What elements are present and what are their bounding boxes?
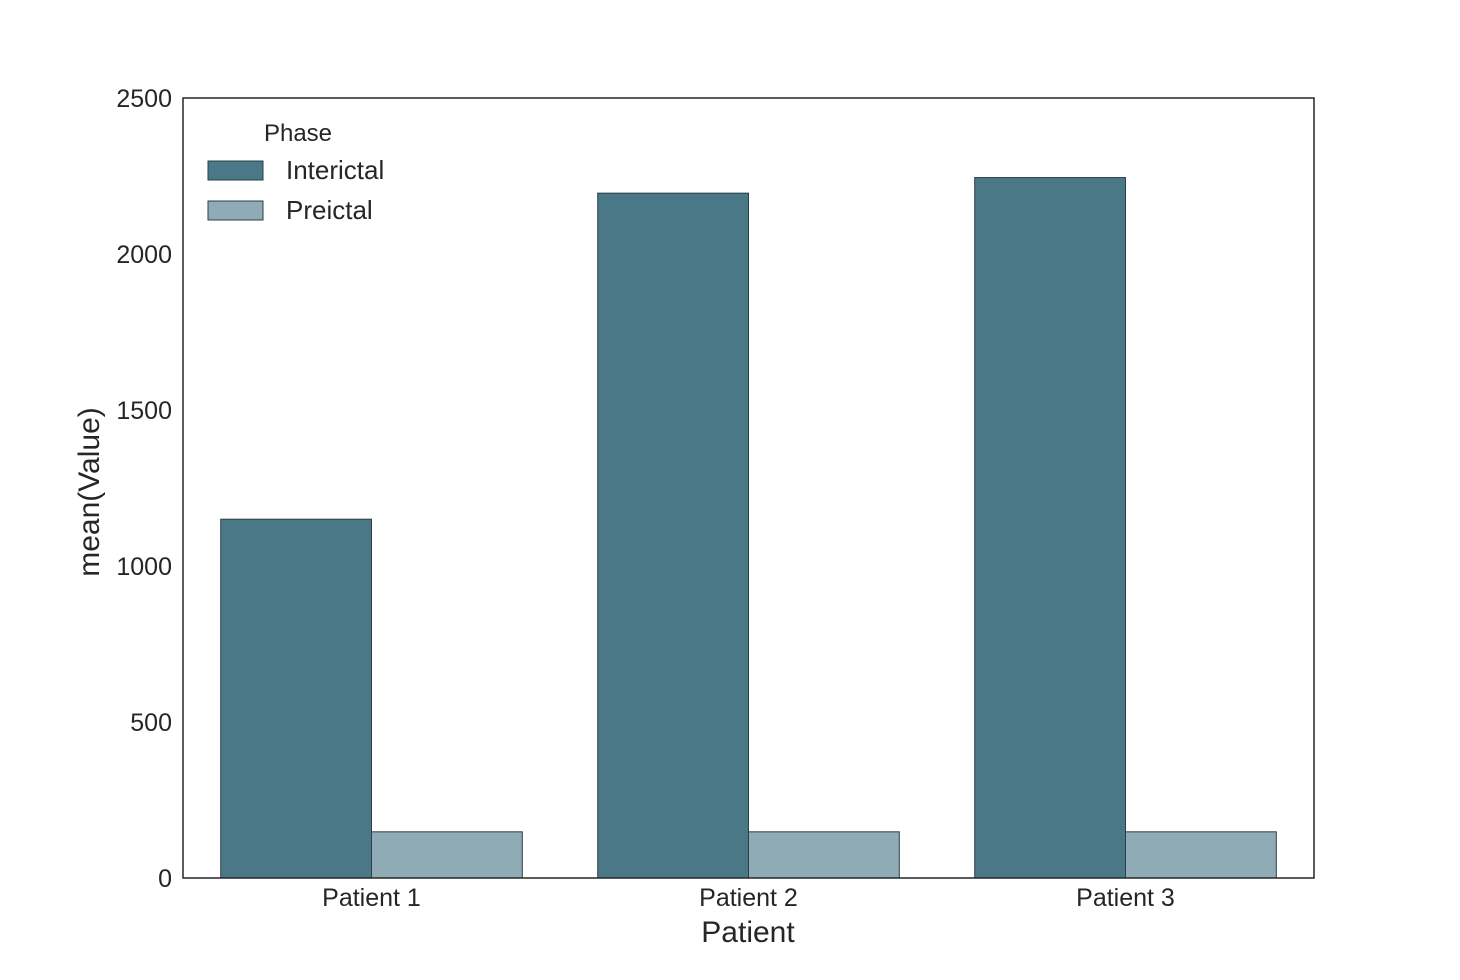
y-tick-label: 500: [130, 709, 172, 737]
legend: Phase Interictal Preictal: [207, 120, 384, 225]
legend-title: Phase: [264, 120, 332, 147]
legend-swatch-interictal: [207, 160, 264, 181]
y-tick-label: 2500: [116, 85, 172, 113]
bars-layer: [220, 177, 1277, 879]
bar-preictal-2: [748, 831, 900, 879]
legend-label-interictal: Interictal: [286, 155, 384, 185]
legend-label-preictal: Preictal: [286, 195, 373, 225]
y-axis-ticks: 0 500 1000 1500 2000 2500: [116, 85, 172, 893]
x-axis-title: Patient: [701, 916, 795, 949]
x-tick-label: Patient 2: [699, 884, 798, 912]
bar-interictal-3: [974, 177, 1127, 879]
bar-interictal-1: [220, 518, 372, 879]
x-tick-label: Patient 3: [1076, 884, 1175, 912]
y-tick-label: 2000: [116, 241, 172, 269]
legend-swatch-preictal: [207, 200, 264, 221]
bar-preictal-1: [371, 831, 523, 879]
y-axis-title: mean(Value): [73, 407, 106, 577]
legend-items: Interictal Preictal: [207, 155, 384, 225]
x-tick-label: Patient 1: [322, 884, 421, 912]
y-tick-label: 1000: [116, 553, 172, 581]
x-axis-ticks: Patient 1 Patient 2 Patient 3: [322, 884, 1175, 912]
bar-preictal-3: [1125, 831, 1277, 879]
y-tick-label: 0: [158, 865, 172, 893]
bar-interictal-2: [597, 192, 750, 879]
y-tick-label: 1500: [116, 397, 172, 425]
plot-frame: [182, 97, 1315, 879]
